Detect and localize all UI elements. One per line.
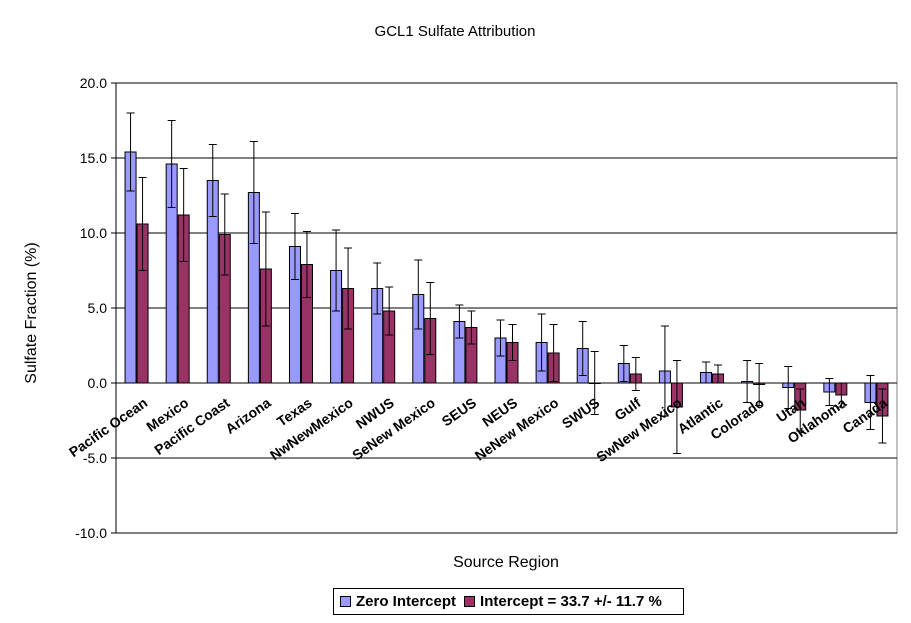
error-bar bbox=[878, 388, 887, 444]
error-bar bbox=[619, 345, 628, 382]
error-bar bbox=[373, 262, 382, 315]
error-bar bbox=[290, 213, 299, 280]
error-bar bbox=[167, 120, 176, 208]
error-bar bbox=[332, 229, 341, 312]
legend-item-zero-intercept: Zero Intercept bbox=[340, 593, 456, 610]
error-bar bbox=[261, 211, 270, 327]
y-tick-label: 20.0 bbox=[80, 75, 107, 91]
error-bar bbox=[249, 141, 258, 244]
chart-title: GCL1 Sulfate Attribution bbox=[375, 23, 536, 40]
error-bar bbox=[302, 231, 311, 298]
error-bar bbox=[537, 313, 546, 372]
legend-swatch-intercept bbox=[464, 596, 476, 607]
y-tick-label: 15.0 bbox=[80, 150, 107, 166]
legend-item-intercept: Intercept = 33.7 +/- 11.7 % bbox=[464, 593, 662, 610]
error-bar bbox=[508, 324, 517, 361]
y-tick-label: 10.0 bbox=[80, 225, 107, 241]
error-bar bbox=[590, 351, 599, 415]
category-label: Arizona bbox=[222, 394, 273, 437]
x-axis-label: Source Region bbox=[453, 554, 559, 571]
error-bar bbox=[784, 366, 793, 409]
error-bar bbox=[344, 247, 353, 330]
legend: Zero Intercept Intercept = 33.7 +/- 11.7… bbox=[333, 588, 684, 615]
y-tick-labels: 20.0 15.0 10.0 5.0 0.0 -5.0 -10.0 bbox=[75, 75, 107, 541]
error-bar bbox=[220, 193, 229, 276]
error-bar bbox=[702, 361, 711, 384]
y-tick-label: 5.0 bbox=[88, 300, 108, 316]
error-bar bbox=[660, 325, 669, 417]
error-bar bbox=[672, 360, 681, 454]
error-bar bbox=[837, 382, 846, 408]
error-bar bbox=[755, 363, 764, 406]
legend-swatch-zero-intercept bbox=[340, 596, 351, 607]
error-bar bbox=[208, 144, 217, 217]
category-label: SEUS bbox=[439, 394, 479, 429]
bars bbox=[124, 151, 889, 417]
error-bar bbox=[825, 378, 834, 406]
legend-label-intercept: Intercept = 33.7 +/- 11.7 % bbox=[480, 593, 662, 610]
error-bar bbox=[126, 112, 135, 192]
legend-label-zero-intercept: Zero Intercept bbox=[356, 593, 457, 610]
error-bar bbox=[796, 388, 805, 432]
error-bar bbox=[631, 357, 640, 391]
error-bar bbox=[414, 259, 423, 330]
category-label: Pacific Ocean bbox=[66, 394, 150, 460]
error-bar bbox=[496, 319, 505, 357]
error-bar bbox=[455, 304, 464, 339]
error-bar bbox=[866, 375, 875, 430]
error-bar bbox=[743, 360, 752, 403]
error-bar bbox=[549, 324, 558, 382]
category-label: SWUS bbox=[559, 394, 603, 431]
error-bar bbox=[138, 177, 147, 271]
error-bar bbox=[385, 286, 394, 336]
y-axis-label: Sulfate Fraction (%) bbox=[23, 242, 40, 383]
error-bar bbox=[467, 310, 476, 345]
y-tick-label: 0.0 bbox=[88, 375, 108, 391]
error-bars bbox=[126, 112, 887, 454]
y-tick-label: -10.0 bbox=[75, 525, 107, 541]
error-bar bbox=[578, 321, 587, 376]
error-bar bbox=[179, 168, 188, 262]
error-bar bbox=[714, 364, 723, 384]
y-tick-label: -5.0 bbox=[83, 450, 107, 466]
error-bar bbox=[426, 282, 435, 355]
